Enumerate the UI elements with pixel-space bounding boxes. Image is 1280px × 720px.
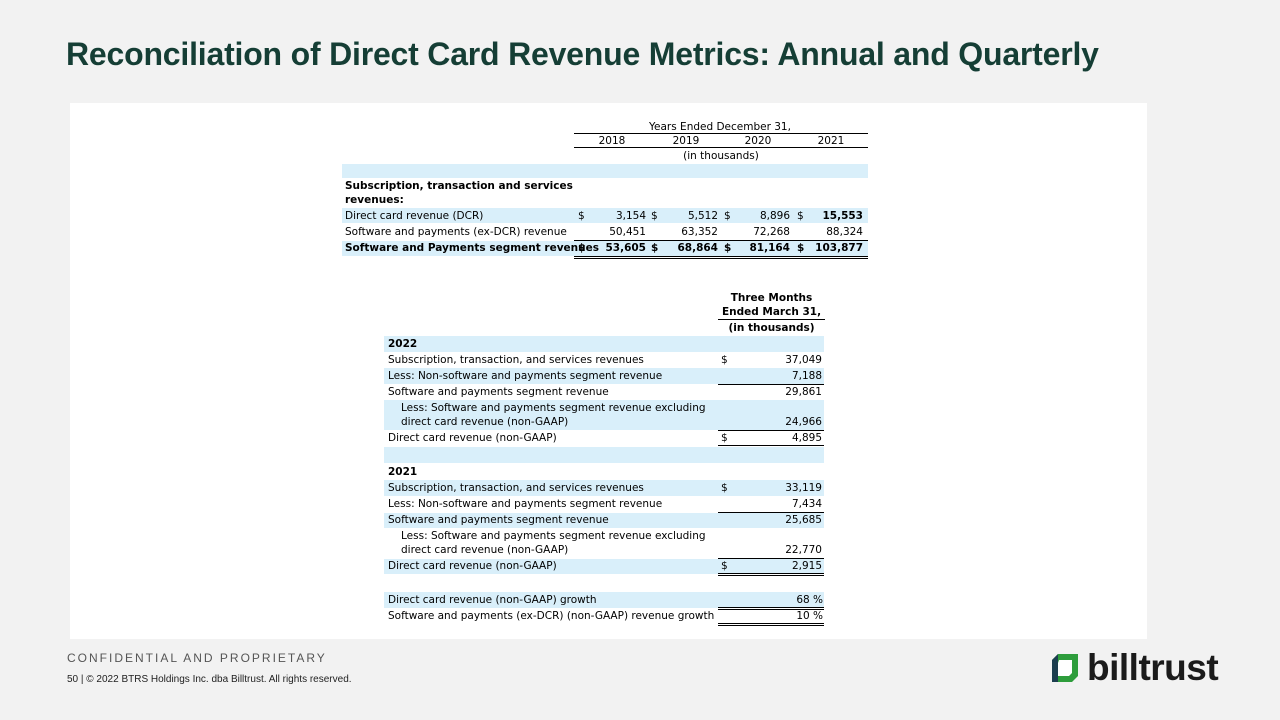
section-label-line2: revenues: — [345, 194, 404, 206]
year-header-2021: 2021 — [817, 135, 845, 147]
quarterly-header-line2: Ended March 31, — [721, 306, 822, 318]
year-header-2018: 2018 — [598, 135, 626, 147]
quarterly-header-line1: Three Months — [730, 292, 813, 304]
logo-wordmark: billtrust — [1087, 647, 1219, 688]
year-label-2021: 2021 — [388, 466, 418, 478]
billtrust-logo-icon — [1052, 654, 1078, 682]
billtrust-logo: billtrust — [1050, 646, 1219, 690]
section-label-line1: Subscription, transaction and services — [345, 180, 573, 192]
year-header-2019: 2019 — [672, 135, 700, 147]
year-header-2020: 2020 — [744, 135, 772, 147]
page-title: Reconciliation of Direct Card Revenue Me… — [66, 36, 1099, 72]
year-label-2022: 2022 — [388, 338, 418, 350]
annual-period-header: Years Ended December 31, — [649, 121, 791, 133]
copyright-footer: 50 | © 2022 BTRS Holdings Inc. dba Billt… — [67, 674, 352, 685]
table-panel: Years Ended December 31, 2018 2019 2020 … — [70, 103, 1147, 639]
annual-units: (in thousands) — [683, 150, 759, 162]
quarterly-units: (in thousands) — [728, 322, 815, 334]
confidential-label: CONFIDENTIAL AND PROPRIETARY — [67, 651, 327, 665]
